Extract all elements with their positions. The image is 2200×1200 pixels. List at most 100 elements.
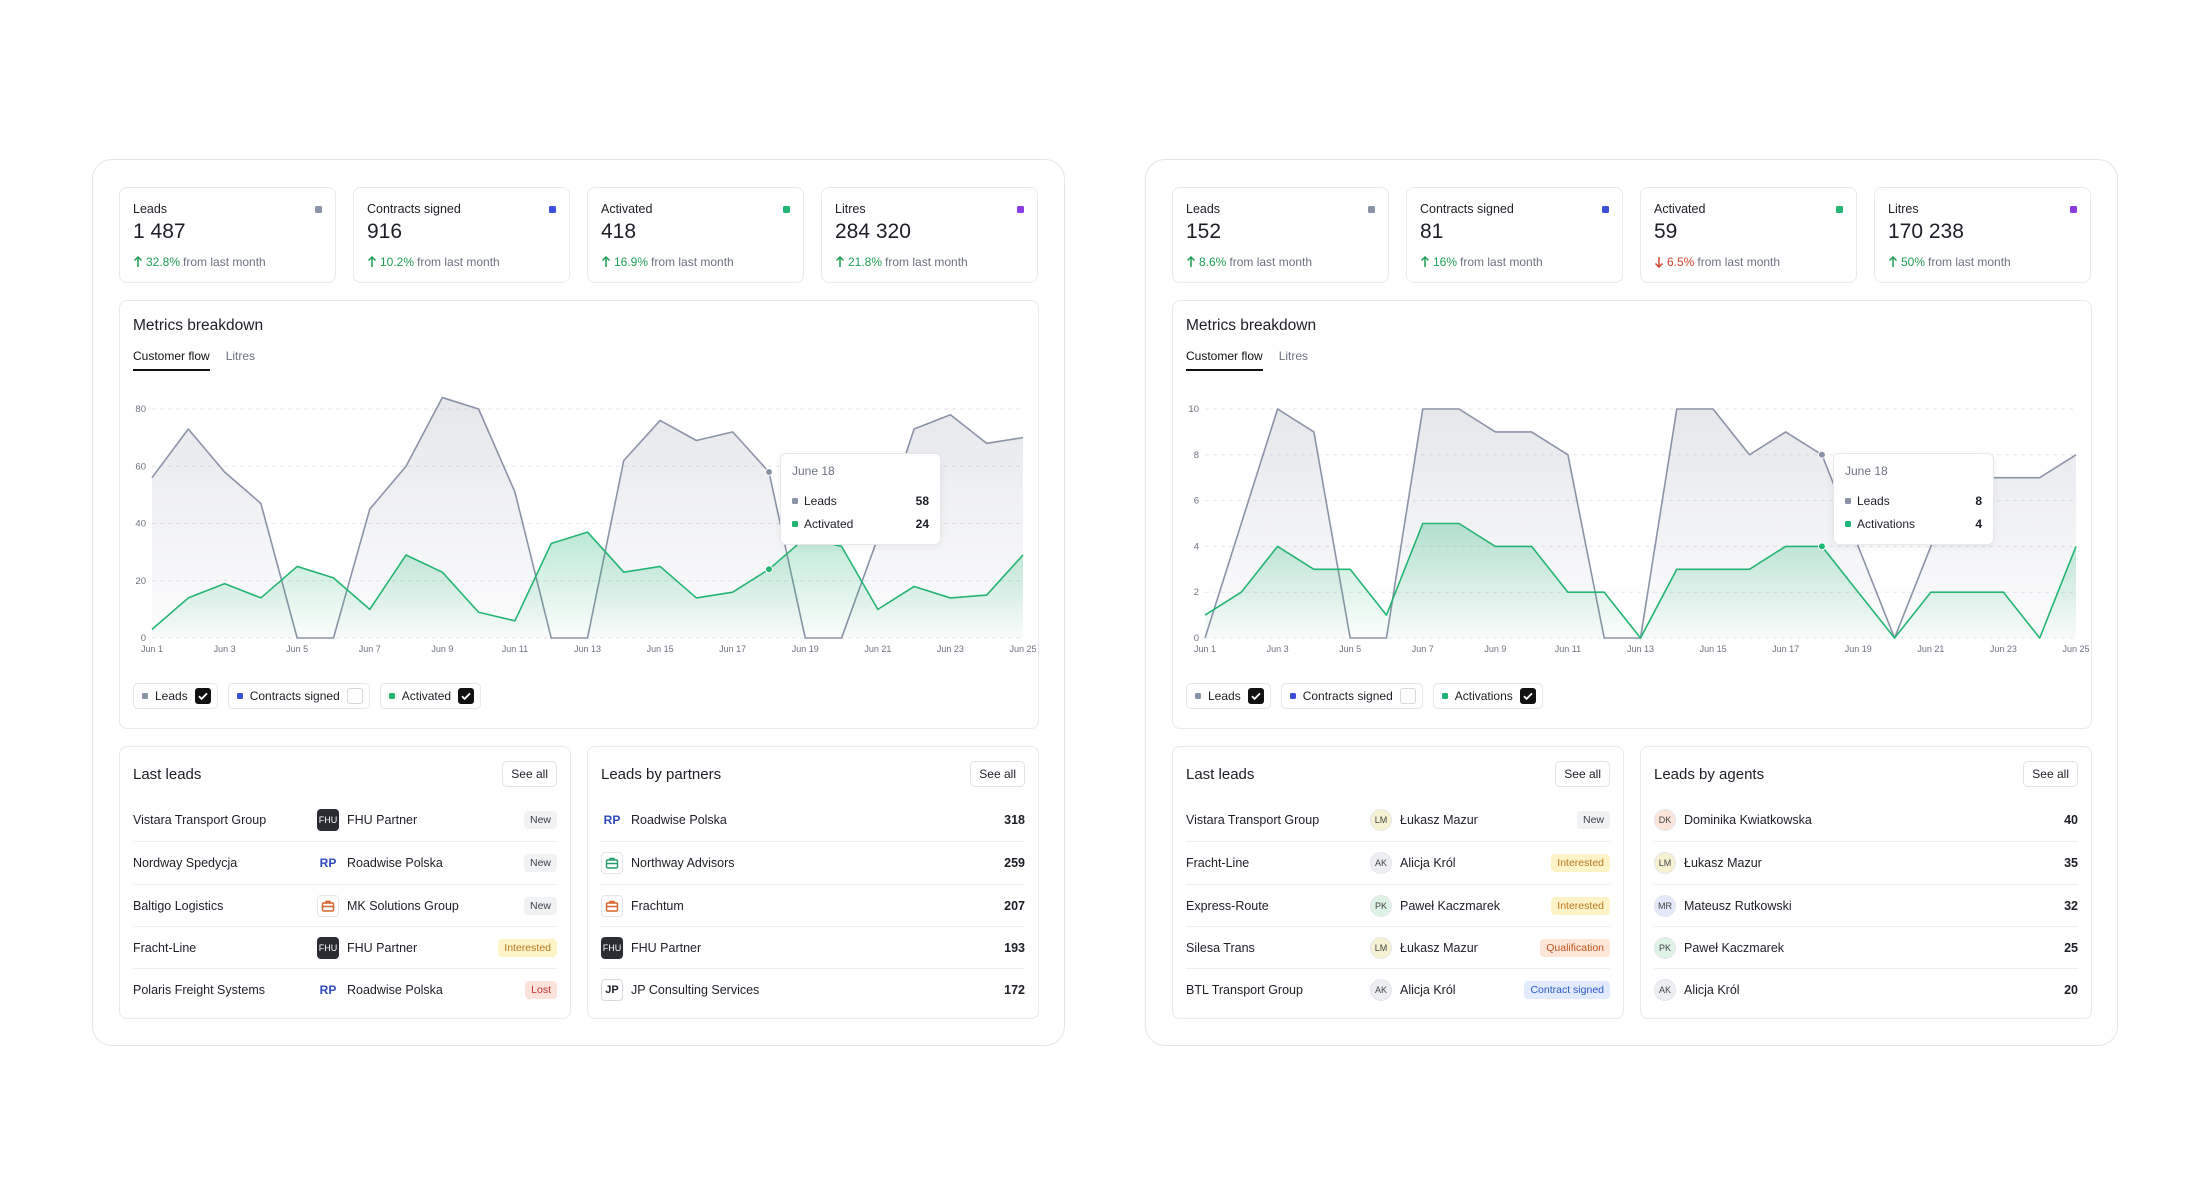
- tooltip-swatch: [792, 498, 798, 504]
- lead-owner: MK Solutions Group: [347, 898, 459, 913]
- y-tick-label: 20: [135, 576, 146, 587]
- stat-swatch: [549, 206, 556, 213]
- tooltip: June 18 Leads 8 Activations 4: [1833, 453, 1994, 545]
- status-badge: Interested: [498, 938, 557, 957]
- stat-label: Contracts signed: [1420, 202, 1514, 216]
- stat-value: 284 320: [835, 220, 911, 243]
- check-icon: [198, 692, 208, 701]
- legend-checkbox[interactable]: [458, 688, 475, 704]
- ranking-row: FHU FHU Partner 193: [601, 925, 1025, 969]
- tooltip-row: Activations 4: [1845, 517, 1982, 531]
- x-tick-label: Jun 21: [1917, 644, 1944, 654]
- logo: LM: [1654, 852, 1676, 875]
- stat-value: 916: [367, 220, 403, 243]
- legend-item[interactable]: Activated: [379, 683, 482, 709]
- see-all-button[interactable]: See all: [2023, 761, 2078, 787]
- legend-checkbox[interactable]: [1519, 688, 1536, 704]
- stat-swatch: [783, 206, 790, 213]
- x-tick-label: Jun 23: [937, 644, 964, 654]
- legend-item[interactable]: Leads: [133, 683, 218, 709]
- change-value: 10.2%: [380, 255, 415, 269]
- stat-label: Leads: [133, 202, 168, 216]
- logo-text: RP: [319, 983, 337, 998]
- ranking-row: Frachtum 207: [601, 883, 1025, 927]
- see-all-button[interactable]: See all: [970, 761, 1025, 787]
- ranking-row: PK Paweł Kaczmarek 25: [1654, 925, 2078, 969]
- last-leads-card: Last leads See all Vistara Transport Group…: [119, 746, 571, 1019]
- x-tick-label: Jun 3: [1267, 644, 1289, 654]
- lead-name: Silesa Trans: [1186, 940, 1255, 955]
- lead-owner: FHU Partner: [347, 940, 418, 955]
- tab[interactable]: Litres: [225, 349, 256, 363]
- change-value: 32.8%: [146, 255, 181, 269]
- hover-dot: [764, 565, 773, 574]
- logo-text: LM: [1658, 858, 1672, 869]
- change-arrow: [133, 256, 143, 267]
- legend-swatch: [236, 693, 243, 699]
- series-line: [1204, 522, 2077, 639]
- logo: AK: [1654, 979, 1676, 1002]
- legend-item[interactable]: Contracts signed: [227, 683, 370, 709]
- y-tick-label: 2: [1194, 587, 1199, 598]
- see-all-button[interactable]: See all: [502, 761, 557, 787]
- lead-owner: Roadwise Polska: [347, 983, 443, 998]
- logo-text: AK: [1658, 985, 1671, 996]
- lead-name: Fracht-Line: [133, 940, 197, 955]
- logo-text: FHU: [318, 942, 338, 953]
- tooltip-row: Leads 8: [1845, 494, 1982, 508]
- logo: MR: [1654, 894, 1676, 917]
- stat-change: 21.8% from last month: [835, 255, 968, 269]
- lead-row: Silesa Trans LM Łukasz Mazur Qualification: [1186, 925, 1610, 969]
- logo: RP: [601, 809, 623, 831]
- tooltip-label: Leads: [1857, 494, 1890, 508]
- x-tick-label: Jun 1: [141, 644, 163, 654]
- logo: RP: [317, 979, 339, 1001]
- x-tick-label: Jun 7: [359, 644, 381, 654]
- ranking-name: Frachtum: [631, 898, 684, 913]
- stat-card: Activated 418 16.9% from last month: [587, 187, 804, 283]
- change-note: from last month: [1229, 255, 1313, 269]
- tab[interactable]: Customer flow: [1186, 349, 1263, 371]
- tooltip-value: 24: [915, 517, 929, 531]
- stat-change: 6.5% from last month: [1654, 255, 1780, 269]
- legend-item[interactable]: Leads: [1186, 683, 1271, 709]
- lead-row: BTL Transport Group AK Alicja Król Contract…: [1186, 968, 1610, 1011]
- legend-checkbox[interactable]: [1399, 688, 1416, 704]
- y-tick-label: 8: [1194, 450, 1199, 461]
- logo-text: RP: [603, 813, 621, 827]
- stat-label: Litres: [1888, 202, 1919, 216]
- legend-checkbox[interactable]: [346, 688, 363, 704]
- legend-item[interactable]: Contracts signed: [1280, 683, 1423, 709]
- lead-row: Express-Route PK Paweł Kaczmarek Interested: [1186, 883, 1610, 927]
- x-tick-label: Jun 5: [1339, 644, 1361, 654]
- ranking-value: 40: [2064, 813, 2078, 827]
- lead-owner: Łukasz Mazur: [1400, 940, 1478, 955]
- ranking-value: 35: [2064, 856, 2078, 871]
- legend-checkbox[interactable]: [1247, 688, 1264, 704]
- tab[interactable]: Customer flow: [133, 349, 210, 371]
- y-tick-label: 4: [1194, 541, 1199, 552]
- tab[interactable]: Litres: [1278, 349, 1309, 363]
- change-note: from last month: [1928, 255, 2011, 269]
- logo-text: DK: [1658, 815, 1672, 825]
- ranking-row: JP JP Consulting Services 172: [601, 968, 1025, 1011]
- legend-swatch: [142, 693, 148, 699]
- x-tick-label: Jun 3: [214, 644, 236, 654]
- lead-owner: Alicja Król: [1400, 856, 1456, 871]
- lead-name: Nordway Spedycja: [133, 856, 238, 871]
- see-all-button[interactable]: See all: [1555, 761, 1610, 787]
- logo: LM: [1370, 936, 1392, 959]
- card-title: Metrics breakdown: [1186, 317, 1317, 334]
- tooltip-title: June 18: [1845, 464, 1888, 478]
- x-tick-label: Jun 9: [431, 644, 453, 654]
- x-tick-label: Jun 9: [1484, 644, 1506, 654]
- change-note: from last month: [417, 255, 500, 269]
- logo-text: AK: [1374, 858, 1387, 869]
- lead-row: Baltigo Logistics MK Solutions Group New: [133, 883, 557, 927]
- metrics-card: Metrics breakdown Customer flow Litres 0 20 4…: [119, 300, 1039, 729]
- stat-swatch: [315, 206, 322, 213]
- legend-checkbox[interactable]: [194, 688, 211, 704]
- stat-value: 418: [601, 220, 637, 243]
- legend-item[interactable]: Activations: [1432, 683, 1543, 709]
- card-title: Leads by partners: [601, 766, 722, 783]
